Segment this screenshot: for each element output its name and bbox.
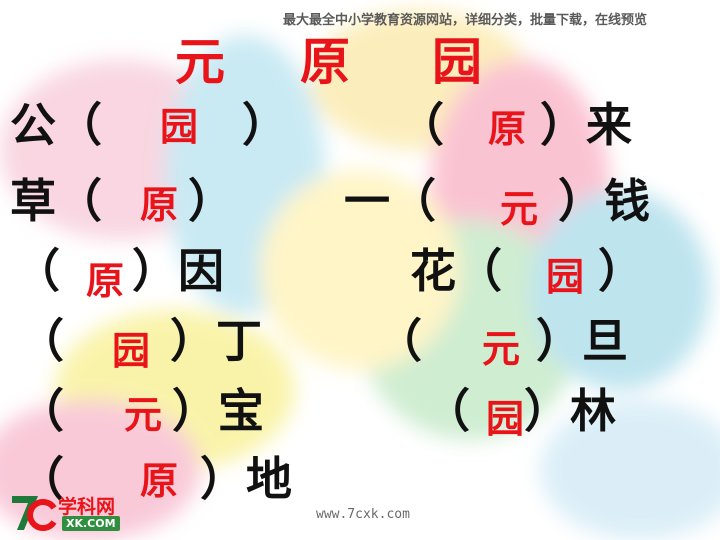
header-char-yuan: 元	[175, 33, 225, 91]
row-5-right-pre: （	[424, 384, 470, 438]
row-5-right-post: ）林	[524, 384, 616, 438]
header-char-yuan-garden: 园	[432, 33, 482, 91]
row-3-left-answer: 原	[86, 259, 125, 303]
row-1-right-post: ）来	[540, 98, 632, 152]
row-1-left-post: ）	[242, 98, 288, 152]
site-banner: 最大最全中小学教育资源网站，详细分类，批量下载，在线预览	[283, 13, 648, 28]
row-1-left-answer: 园	[160, 105, 199, 149]
row-2-right-answer: 元	[500, 187, 539, 231]
logo-name-en: XK.COM	[62, 516, 120, 531]
row-5-left-answer: 元	[124, 393, 163, 437]
row-5-left-pre: （	[18, 384, 64, 438]
row-2-right-pre: 一（	[344, 174, 436, 228]
row-4-left-answer: 园	[112, 329, 151, 373]
row-6-left-answer: 原	[140, 459, 179, 503]
logo-name-cn: 学科网	[58, 496, 116, 518]
row-3-right-pre: 花（	[410, 244, 502, 298]
row-1-left-pre: 公（	[10, 98, 102, 152]
row-5-left-post: ）宝	[172, 384, 264, 438]
row-4-right-pre: （	[376, 314, 422, 368]
logo-mark-icon	[12, 496, 57, 531]
row-3-left-post: ）因	[132, 244, 224, 298]
header-char-yuan-origin: 原	[300, 33, 350, 91]
row-4-right-answer: 元	[482, 327, 521, 371]
row-1-right-answer: 原	[488, 107, 527, 151]
row-3-right-post: ）	[598, 244, 644, 298]
row-3-left-pre: （	[14, 244, 60, 298]
row-4-left-post: ）丁	[170, 314, 262, 368]
site-logo: 学科网 XK.COM	[8, 488, 148, 534]
row-4-left-pre: （	[18, 314, 64, 368]
row-2-left-answer: 原	[140, 183, 179, 227]
row-2-left-pre: 草（	[10, 174, 102, 228]
footer-url: www.7cxk.com	[316, 507, 410, 522]
row-2-left-post: ）	[188, 174, 234, 228]
row-4-right-post: ）旦	[536, 314, 628, 368]
row-6-left-pre: （	[18, 452, 64, 506]
row-2-right-post: ）钱	[558, 174, 650, 228]
row-6-left-post: ）地	[200, 452, 292, 506]
row-3-right-answer: 园	[546, 255, 585, 299]
row-5-right-answer: 园	[486, 397, 525, 441]
row-1-right-pre: （	[398, 98, 444, 152]
